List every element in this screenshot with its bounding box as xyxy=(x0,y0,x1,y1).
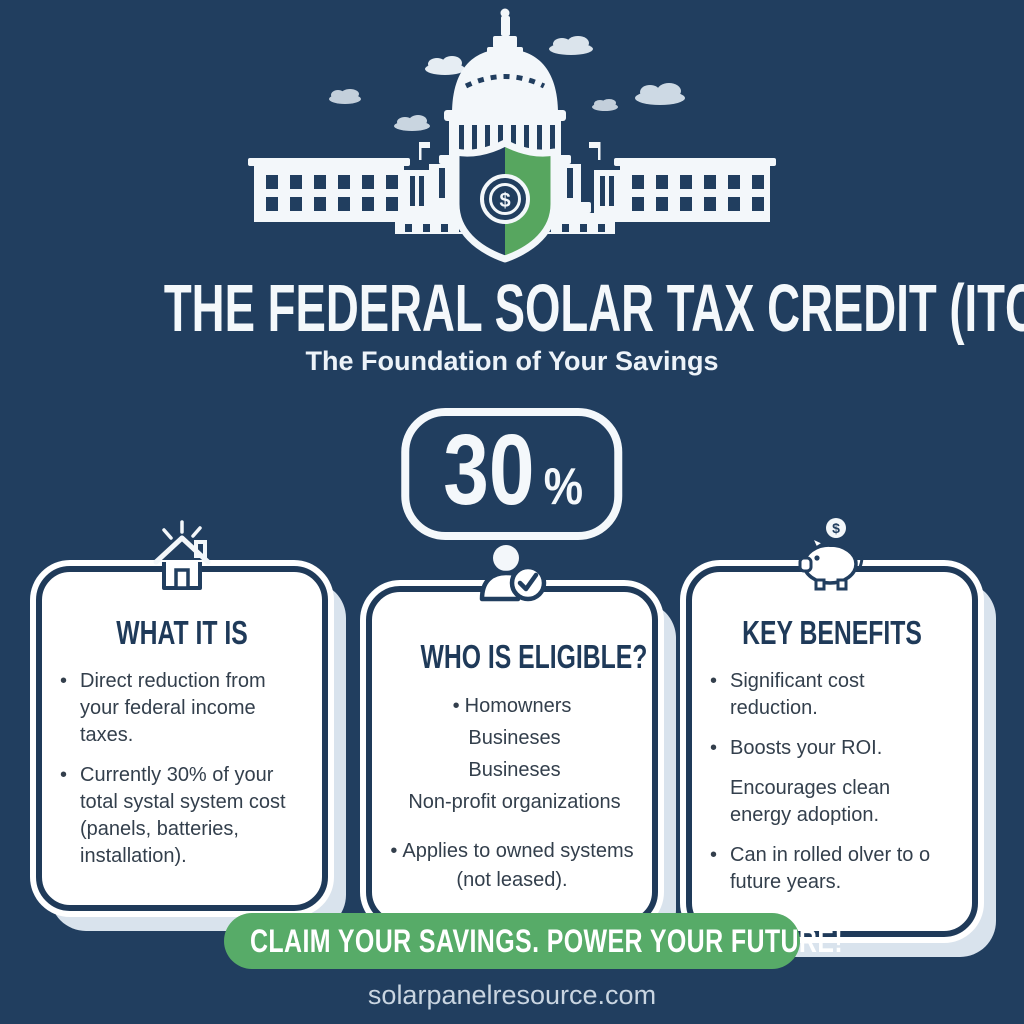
badge-percent-sign: % xyxy=(543,458,584,516)
list-item: Non-profit organizations xyxy=(390,788,634,817)
card-what-it-is: WHAT IT IS • Direct reduction from your f… xyxy=(36,520,328,911)
bullet-marker: • xyxy=(390,840,398,862)
list-item-text: Significant cost reduction. xyxy=(730,670,865,719)
footer-website-link[interactable]: solarpanelresource.com xyxy=(367,980,657,1010)
card-key-benefits: $ KEY BENEFITS • Significant cost reducti… xyxy=(686,518,978,937)
bullet-marker: • xyxy=(60,670,68,692)
bullet-marker: • xyxy=(710,844,718,866)
list-item-text: Boosts your ROI. xyxy=(730,737,883,759)
list-item: Busineses xyxy=(390,756,634,785)
list-item-text: Encourages clean energy adoption. xyxy=(730,777,891,826)
list-item-text: Busineses xyxy=(468,759,561,781)
svg-text:$: $ xyxy=(499,190,510,212)
card-title: WHAT IT IS xyxy=(116,614,248,651)
list-item-text: Currently 30% of your total systal syste… xyxy=(80,764,286,867)
list-item-text: Direct reduction from your federal incom… xyxy=(80,670,266,746)
page-title: THE FEDERAL SOLAR TAX CREDIT (ITC) xyxy=(163,271,1024,346)
card-title: WHO IS ELIGIBLE? xyxy=(420,638,648,675)
list-item: Busineses xyxy=(390,724,634,753)
cta-banner[interactable]: CLAIM YOUR SAVINGS. POWER YOUR FUTURE! xyxy=(224,913,843,969)
card-who-is-eligible: WHO IS ELIGIBLE? • Homowners Busineses Bu… xyxy=(366,545,658,926)
card-item-list: • Direct reduction from your federal inco… xyxy=(60,668,304,870)
svg-text:$: $ xyxy=(832,520,840,536)
list-item-text: Non-profit organizations xyxy=(408,791,621,813)
bullet-marker: • xyxy=(710,670,718,692)
card-body: $ KEY BENEFITS • Significant cost reducti… xyxy=(686,518,978,937)
bullet-marker: • xyxy=(452,695,460,717)
bullet-marker xyxy=(710,775,723,829)
card-item-list: • Significant cost reduction. • Boosts you… xyxy=(710,668,954,896)
bullet-marker: • xyxy=(60,764,68,786)
list-item: • Boosts your ROI. xyxy=(710,735,954,762)
list-item: • Direct reduction from your federal inco… xyxy=(60,668,304,749)
list-item-text: Applies to owned systems (not leased). xyxy=(402,840,634,891)
card-body: WHAT IT IS • Direct reduction from your f… xyxy=(36,520,328,911)
list-item-text: Busineses xyxy=(468,727,561,749)
list-item: • Homowners xyxy=(390,692,634,721)
capitol-building-illustration: $ xyxy=(248,8,776,263)
list-item: • Applies to owned systems (not leased). xyxy=(390,837,634,895)
cta-banner-label: CLAIM YOUR SAVINGS. POWER YOUR FUTURE! xyxy=(250,922,844,959)
card-item-list: • Homowners Busineses Busineses Non-profi… xyxy=(390,692,634,895)
piggy-bank-icon: $ xyxy=(798,518,864,591)
card-title: KEY BENEFITS xyxy=(742,614,922,651)
card-body: WHO IS ELIGIBLE? • Homowners Busineses Bu… xyxy=(366,545,658,926)
list-item: • Can in rolled olver to o future years. xyxy=(710,842,954,896)
person-check-icon xyxy=(479,545,547,602)
list-item-text: Homowners xyxy=(464,695,572,717)
badge-value: 30 xyxy=(443,414,535,526)
shield-dollar-icon: $ xyxy=(452,139,558,263)
clouds xyxy=(329,36,685,131)
page-subtitle: The Foundation of Your Savings xyxy=(305,346,719,376)
thirty-percent-badge: 30 % xyxy=(401,408,623,540)
list-item: • Currently 30% of your total systal syst… xyxy=(60,762,304,870)
list-item-text: Can in rolled olver to o future years. xyxy=(730,844,931,893)
house-icon xyxy=(153,520,211,590)
bullet-marker: • xyxy=(710,737,718,759)
list-item: • Significant cost reduction. xyxy=(710,668,954,722)
list-item: Encourages clean energy adoption. xyxy=(710,775,954,829)
